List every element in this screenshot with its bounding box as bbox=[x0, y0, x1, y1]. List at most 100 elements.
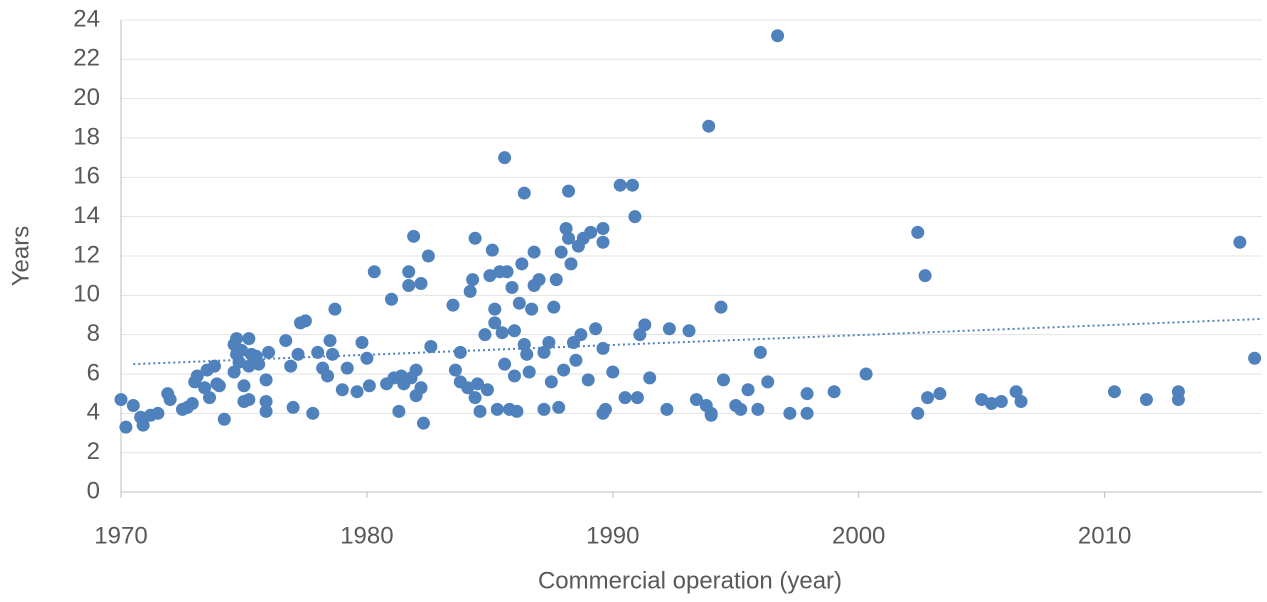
point bbox=[933, 387, 947, 401]
point bbox=[584, 225, 598, 239]
point bbox=[230, 332, 244, 346]
point bbox=[574, 328, 588, 342]
point bbox=[1139, 393, 1153, 407]
point bbox=[741, 383, 755, 397]
point bbox=[498, 151, 512, 165]
point bbox=[252, 357, 266, 371]
point bbox=[1233, 235, 1247, 249]
point bbox=[488, 302, 502, 316]
point bbox=[234, 343, 248, 357]
point bbox=[163, 393, 177, 407]
point bbox=[237, 379, 251, 393]
point bbox=[562, 231, 576, 245]
point bbox=[448, 363, 462, 377]
point bbox=[446, 298, 460, 312]
trendline bbox=[133, 317, 1263, 366]
x-tick-label: 2010 bbox=[1078, 522, 1131, 549]
point bbox=[596, 221, 610, 235]
point bbox=[682, 324, 696, 338]
point bbox=[227, 365, 241, 379]
point bbox=[480, 383, 494, 397]
point bbox=[510, 404, 524, 418]
point bbox=[559, 221, 573, 235]
point bbox=[212, 379, 226, 393]
point bbox=[564, 257, 578, 271]
point bbox=[517, 186, 531, 200]
point bbox=[520, 347, 534, 361]
point bbox=[463, 284, 477, 298]
point bbox=[311, 345, 325, 359]
point bbox=[761, 375, 775, 389]
point bbox=[453, 345, 467, 359]
point bbox=[402, 265, 416, 279]
point bbox=[325, 347, 339, 361]
point bbox=[402, 279, 416, 292]
x-axis-label: Commercial operation (year) bbox=[538, 567, 842, 594]
y-tick-label: 8 bbox=[87, 320, 100, 347]
point bbox=[753, 345, 767, 359]
point bbox=[414, 277, 428, 291]
y-tick-label: 2 bbox=[87, 438, 100, 465]
y-tick-label: 6 bbox=[87, 359, 100, 386]
point bbox=[911, 406, 925, 420]
point bbox=[414, 381, 428, 395]
point bbox=[207, 359, 221, 373]
point bbox=[407, 229, 421, 243]
point bbox=[606, 365, 620, 379]
y-tick-label: 4 bbox=[87, 399, 100, 426]
point bbox=[1107, 385, 1121, 399]
point bbox=[554, 245, 568, 259]
point bbox=[643, 371, 657, 385]
point bbox=[409, 363, 423, 377]
point bbox=[702, 119, 716, 133]
point bbox=[350, 385, 364, 399]
point bbox=[355, 336, 369, 350]
point bbox=[537, 345, 551, 359]
point bbox=[286, 400, 300, 414]
y-tick-label: 10 bbox=[73, 281, 100, 308]
point bbox=[522, 365, 536, 379]
point bbox=[662, 322, 676, 336]
point bbox=[918, 269, 932, 283]
point bbox=[242, 359, 256, 373]
point bbox=[328, 302, 342, 316]
point bbox=[596, 341, 610, 355]
point bbox=[751, 402, 765, 416]
point bbox=[532, 273, 546, 287]
point bbox=[985, 397, 999, 410]
point bbox=[517, 338, 531, 351]
x-tick-label: 1990 bbox=[586, 522, 639, 549]
point bbox=[562, 184, 576, 198]
point bbox=[291, 347, 305, 361]
point bbox=[483, 269, 497, 283]
y-tick-label: 22 bbox=[73, 45, 100, 72]
point bbox=[507, 324, 521, 338]
point bbox=[921, 391, 935, 405]
point bbox=[598, 402, 612, 416]
point bbox=[589, 322, 603, 336]
point bbox=[638, 318, 652, 332]
point bbox=[515, 257, 529, 271]
point bbox=[549, 273, 563, 287]
point bbox=[335, 383, 349, 397]
point bbox=[1248, 351, 1262, 365]
y-tick-label: 18 bbox=[73, 123, 100, 150]
point bbox=[618, 391, 632, 405]
point bbox=[783, 406, 797, 420]
point bbox=[704, 408, 718, 422]
point bbox=[321, 369, 335, 383]
point bbox=[800, 406, 814, 420]
point bbox=[505, 280, 519, 294]
point bbox=[136, 418, 150, 432]
point bbox=[367, 265, 381, 279]
point bbox=[859, 367, 873, 381]
point bbox=[478, 328, 492, 342]
point bbox=[544, 375, 558, 389]
point bbox=[557, 363, 571, 377]
point bbox=[490, 402, 504, 416]
y-tick-label: 24 bbox=[73, 5, 100, 32]
point bbox=[569, 353, 583, 367]
point bbox=[323, 334, 337, 348]
point bbox=[392, 404, 406, 418]
